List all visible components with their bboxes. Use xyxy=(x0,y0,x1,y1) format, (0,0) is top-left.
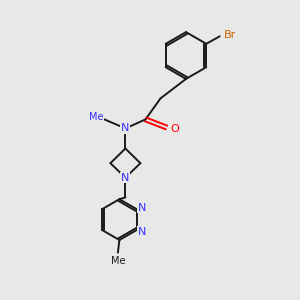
Text: N: N xyxy=(138,202,147,213)
Text: Me: Me xyxy=(89,112,103,122)
Text: N: N xyxy=(121,123,129,133)
Text: O: O xyxy=(170,124,179,134)
Text: N: N xyxy=(138,226,147,237)
Text: N: N xyxy=(121,172,130,183)
Text: Me: Me xyxy=(111,256,125,266)
Text: Br: Br xyxy=(224,30,236,40)
